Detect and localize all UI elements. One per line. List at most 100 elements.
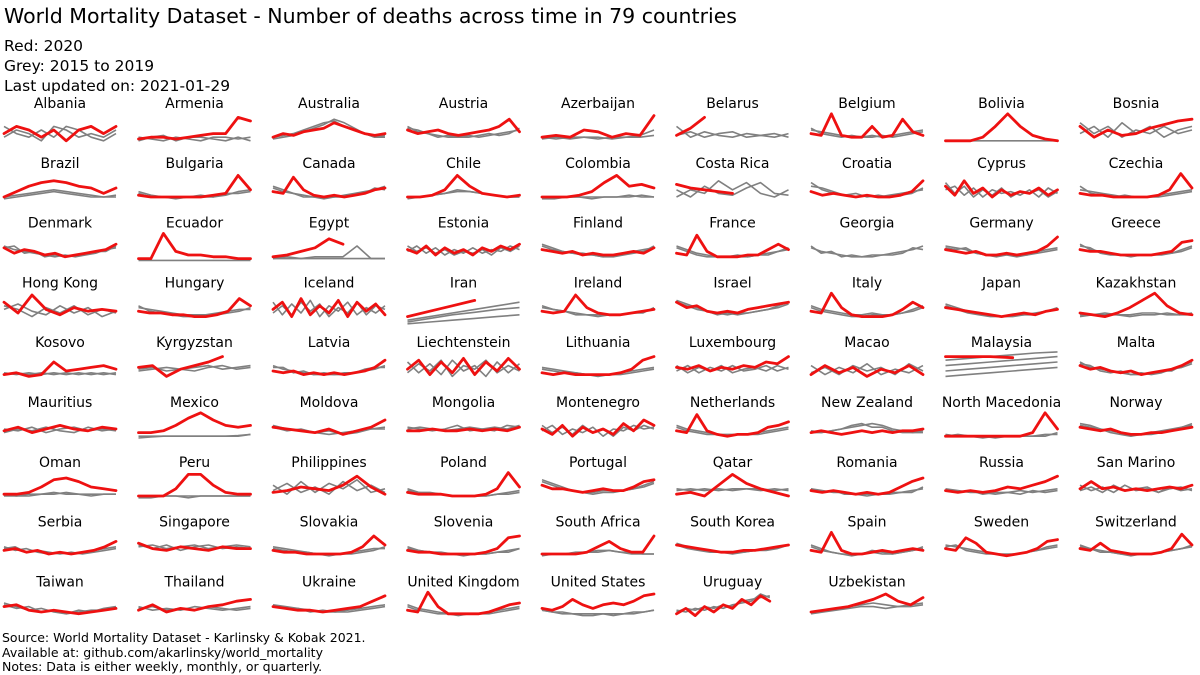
panel-new-zealand: New Zealand <box>809 395 925 436</box>
grey-line-costa-rica-1 <box>676 181 789 198</box>
panel-san-marino: San Marino <box>1078 455 1194 494</box>
panel-israel: Israel <box>675 275 790 316</box>
red-line-spain <box>809 531 925 556</box>
grey-line-bosnia-1 <box>1079 122 1193 138</box>
grey-line-malaysia-3 <box>945 366 1058 378</box>
panel-greece: Greece <box>1078 216 1194 258</box>
grey-line-uzbekistan-1 <box>810 604 924 615</box>
panel-label-azerbaijan: Azerbaijan <box>561 96 635 112</box>
panel-switzerland: Switzerland <box>1078 515 1194 557</box>
panel-label-armenia: Armenia <box>165 96 224 112</box>
panel-label-slovakia: Slovakia <box>300 515 359 531</box>
grey-line-united-states-1 <box>541 609 655 617</box>
panel-label-mexico: Mexico <box>170 395 219 411</box>
red-line-brazil <box>2 179 118 199</box>
red-line-mexico <box>137 411 252 434</box>
last-updated-text: Last updated on: 2021-01-29 <box>4 77 231 95</box>
red-line-south-africa <box>540 534 656 556</box>
red-line-macao <box>809 364 925 378</box>
red-line-kyrgyzstan <box>137 355 224 378</box>
panel-label-costa-rica: Costa Rica <box>695 156 769 172</box>
grey-line-malta-1 <box>1079 361 1193 376</box>
red-line-switzerland <box>1078 532 1194 556</box>
red-line-bolivia <box>944 112 1059 143</box>
panel-label-georgia: Georgia <box>840 216 895 232</box>
panel-label-cyprus: Cyprus <box>977 156 1026 172</box>
red-line-north-macedonia <box>944 411 1059 438</box>
panel-montenegro: Montenegro <box>540 395 656 438</box>
red-line-mauritius <box>2 424 118 434</box>
panel-label-estonia: Estonia <box>438 216 490 232</box>
grey-line-belarus-0 <box>676 125 789 138</box>
red-line-slovenia <box>406 534 521 556</box>
panel-label-peru: Peru <box>179 455 210 471</box>
panel-kosovo: Kosovo <box>2 335 118 378</box>
grey-line-united-states-0 <box>541 609 655 615</box>
red-line-israel <box>675 300 790 315</box>
panel-label-north-macedonia: North Macedonia <box>942 395 1061 411</box>
panel-label-singapore: Singapore <box>159 515 230 531</box>
panel-label-canada: Canada <box>302 156 355 172</box>
red-line-azerbaijan <box>540 114 656 139</box>
panel-label-belarus: Belarus <box>706 96 759 112</box>
panel-label-oman: Oman <box>39 455 81 471</box>
panel-label-luxembourg: Luxembourg <box>689 335 776 351</box>
panel-label-uruguay: Uruguay <box>703 574 763 590</box>
panel-label-ukraine: Ukraine <box>302 574 356 590</box>
grey-line-malaysia-2 <box>945 361 1058 372</box>
notes-text: Notes: Data is either weekly, monthly, o… <box>2 659 323 674</box>
panel-norway: Norway <box>1078 395 1194 437</box>
red-line-greece <box>1078 239 1194 257</box>
panel-label-united-states: United States <box>551 574 646 590</box>
panel-chile: Chile <box>406 156 521 200</box>
panel-label-denmark: Denmark <box>28 216 93 232</box>
grey-line-iran-2 <box>407 314 520 325</box>
panel-label-romania: Romania <box>836 455 897 471</box>
panel-label-slovenia: Slovenia <box>434 515 494 531</box>
panel-austria: Austria <box>406 96 521 138</box>
red-line-new-zealand <box>809 427 925 436</box>
red-line-estonia <box>406 242 521 257</box>
red-line-united-states <box>540 592 656 612</box>
red-line-kosovo <box>2 360 118 378</box>
panel-north-macedonia: North Macedonia <box>942 395 1061 439</box>
panel-label-switzerland: Switzerland <box>1095 515 1177 531</box>
panel-label-hong-kong: Hong Kong <box>22 275 98 291</box>
red-line-thailand <box>137 598 252 614</box>
red-line-taiwan <box>2 603 118 616</box>
panel-label-kosovo: Kosovo <box>35 335 85 351</box>
grey-line-cyprus-0 <box>944 182 1058 198</box>
panel-georgia: Georgia <box>810 216 924 258</box>
available-text: Available at: github.com/akarlinsky/worl… <box>2 644 323 660</box>
panel-label-taiwan: Taiwan <box>35 574 84 590</box>
red-line-south-korea <box>675 543 790 554</box>
chart-title: World Mortality Dataset - Number of deat… <box>4 4 737 28</box>
red-line-france <box>675 233 790 259</box>
red-line-czechia <box>1078 172 1194 199</box>
panel-poland: Poland <box>406 455 521 498</box>
panel-label-bosnia: Bosnia <box>1113 96 1160 112</box>
panel-sweden: Sweden <box>944 515 1059 558</box>
panel-france: France <box>675 216 790 259</box>
grey-line-iran-0 <box>407 301 520 321</box>
grey-line-oman-1 <box>3 491 116 497</box>
panel-label-united-kingdom: United Kingdom <box>407 574 519 590</box>
red-line-japan <box>944 306 1059 318</box>
panel-label-croatia: Croatia <box>842 156 892 172</box>
red-line-germany <box>944 235 1059 257</box>
panel-label-uzbekistan: Uzbekistan <box>828 574 905 590</box>
panel-finland: Finland <box>540 216 656 258</box>
panel-hong-kong: Hong Kong <box>2 275 118 318</box>
panel-label-israel: Israel <box>713 275 751 291</box>
grey-line-luxembourg-1 <box>676 364 789 374</box>
red-line-australia <box>271 121 387 139</box>
grey-line-mongolia-1 <box>407 424 520 432</box>
red-line-montenegro <box>540 418 656 438</box>
red-line-uruguay <box>675 594 772 617</box>
red-line-iceland <box>271 297 387 318</box>
red-line-bulgaria <box>137 174 252 199</box>
red-line-malta <box>1078 358 1194 376</box>
panel-lithuania: Lithuania <box>540 335 656 378</box>
panel-label-philippines: Philippines <box>291 455 366 471</box>
grey-line-albania-0 <box>3 125 117 142</box>
